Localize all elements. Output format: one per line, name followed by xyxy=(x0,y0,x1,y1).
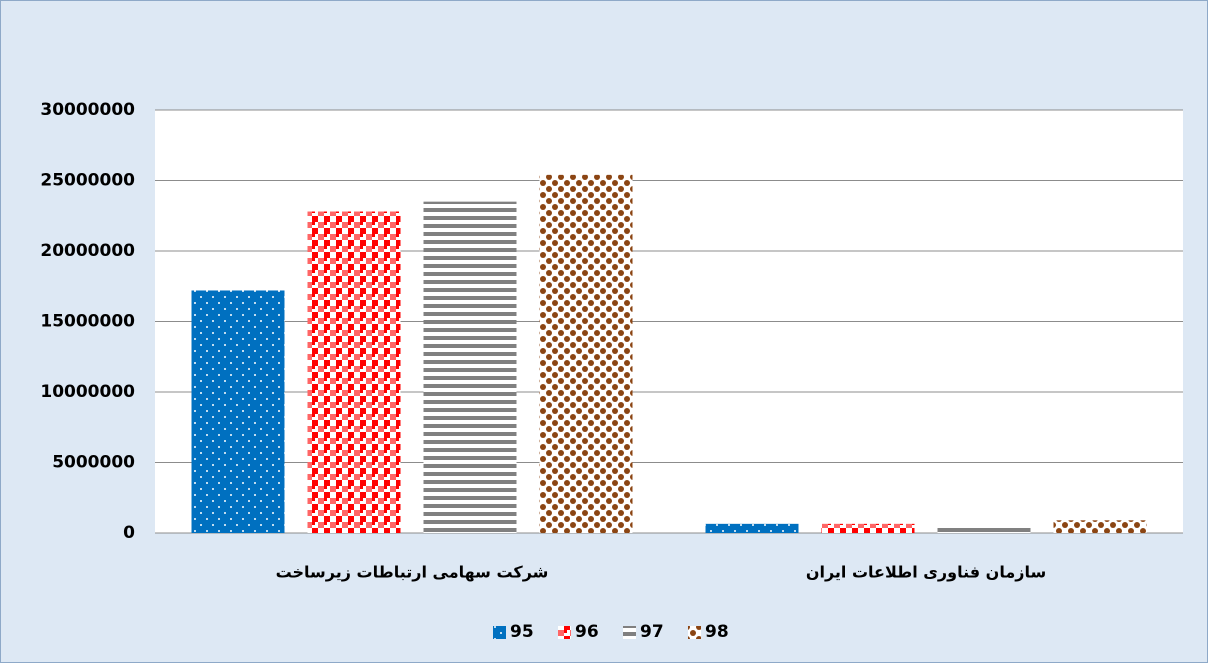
bar xyxy=(539,174,633,534)
legend-label: 96 xyxy=(575,622,599,642)
y-tick-label: 25000000 xyxy=(40,171,135,191)
legend-swatch xyxy=(493,626,506,639)
legend-item: 95 xyxy=(493,622,534,642)
legend-item: 98 xyxy=(688,622,729,642)
y-tick-label: 30000000 xyxy=(40,100,135,120)
y-tick-label: 10000000 xyxy=(40,382,135,402)
legend-swatch xyxy=(623,626,636,639)
y-tick-label: 0 xyxy=(123,523,135,543)
legend-label: 98 xyxy=(705,622,729,642)
bar xyxy=(821,523,915,533)
legend-item: 96 xyxy=(558,622,599,642)
bar xyxy=(937,524,1031,533)
bar xyxy=(307,211,401,533)
legend-swatch xyxy=(688,626,701,639)
legend-label: 95 xyxy=(510,622,534,642)
y-tick-label: 20000000 xyxy=(40,241,135,261)
x-tick-label: سازمان فناوری اطلاعات ایران xyxy=(806,563,1046,582)
x-tick-label: شرکت سهامی ارتباطات زیرساخت xyxy=(276,563,549,582)
legend-swatch xyxy=(558,626,571,639)
legend-item: 97 xyxy=(623,622,664,642)
legend-label: 97 xyxy=(640,622,664,642)
bar xyxy=(705,523,799,533)
y-tick-label: 5000000 xyxy=(52,453,135,473)
bar xyxy=(1053,520,1147,533)
bar xyxy=(191,290,285,533)
y-tick-label: 15000000 xyxy=(40,312,135,332)
bar xyxy=(423,201,517,533)
